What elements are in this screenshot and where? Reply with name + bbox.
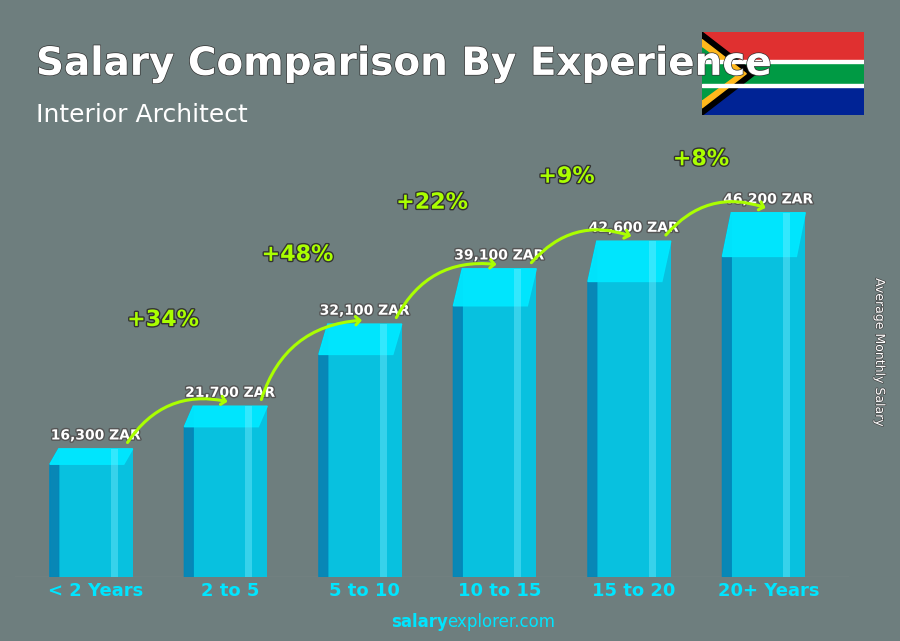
Polygon shape: [50, 449, 58, 578]
Polygon shape: [702, 48, 737, 99]
Text: 46,200 ZAR: 46,200 ZAR: [724, 192, 814, 206]
Polygon shape: [588, 241, 670, 281]
Text: 21,700 ZAR: 21,700 ZAR: [185, 386, 275, 400]
Bar: [702, 63, 864, 84]
Polygon shape: [50, 449, 132, 464]
Bar: [783, 213, 790, 578]
Bar: [649, 241, 656, 578]
Bar: [702, 32, 864, 74]
Text: +9%: +9%: [538, 167, 595, 187]
Polygon shape: [184, 406, 194, 578]
Bar: [514, 269, 521, 578]
Text: Interior Architect: Interior Architect: [36, 103, 248, 126]
Text: explorer.com: explorer.com: [447, 613, 555, 631]
Polygon shape: [184, 406, 267, 427]
Polygon shape: [319, 324, 401, 354]
Polygon shape: [319, 324, 328, 578]
Bar: [380, 324, 387, 578]
Polygon shape: [454, 269, 463, 578]
Text: +48%: +48%: [262, 245, 333, 265]
Bar: [194, 406, 267, 578]
Bar: [328, 324, 401, 578]
Bar: [702, 84, 864, 87]
Polygon shape: [702, 40, 746, 108]
Bar: [702, 60, 864, 63]
Polygon shape: [588, 241, 597, 578]
Text: 16,300 ZAR: 16,300 ZAR: [50, 428, 140, 442]
Text: Salary Comparison By Experience: Salary Comparison By Experience: [36, 45, 770, 83]
Bar: [245, 406, 252, 578]
Text: +34%: +34%: [127, 310, 199, 330]
Text: +8%: +8%: [673, 149, 729, 169]
Polygon shape: [702, 32, 756, 115]
Bar: [732, 213, 806, 578]
Text: 42,600 ZAR: 42,600 ZAR: [589, 221, 679, 235]
Text: salaryexplorer.com: salaryexplorer.com: [0, 640, 1, 641]
Text: +22%: +22%: [396, 193, 468, 213]
Bar: [702, 74, 864, 115]
Bar: [597, 241, 670, 578]
Text: salary: salary: [392, 613, 448, 631]
Text: 32,100 ZAR: 32,100 ZAR: [320, 304, 410, 318]
Bar: [58, 449, 132, 578]
Polygon shape: [723, 213, 806, 256]
Text: 39,100 ZAR: 39,100 ZAR: [454, 249, 544, 262]
Polygon shape: [454, 269, 536, 306]
Bar: [463, 269, 536, 578]
Bar: [111, 449, 118, 578]
Polygon shape: [723, 213, 732, 578]
Text: Average Monthly Salary: Average Monthly Salary: [873, 278, 886, 427]
